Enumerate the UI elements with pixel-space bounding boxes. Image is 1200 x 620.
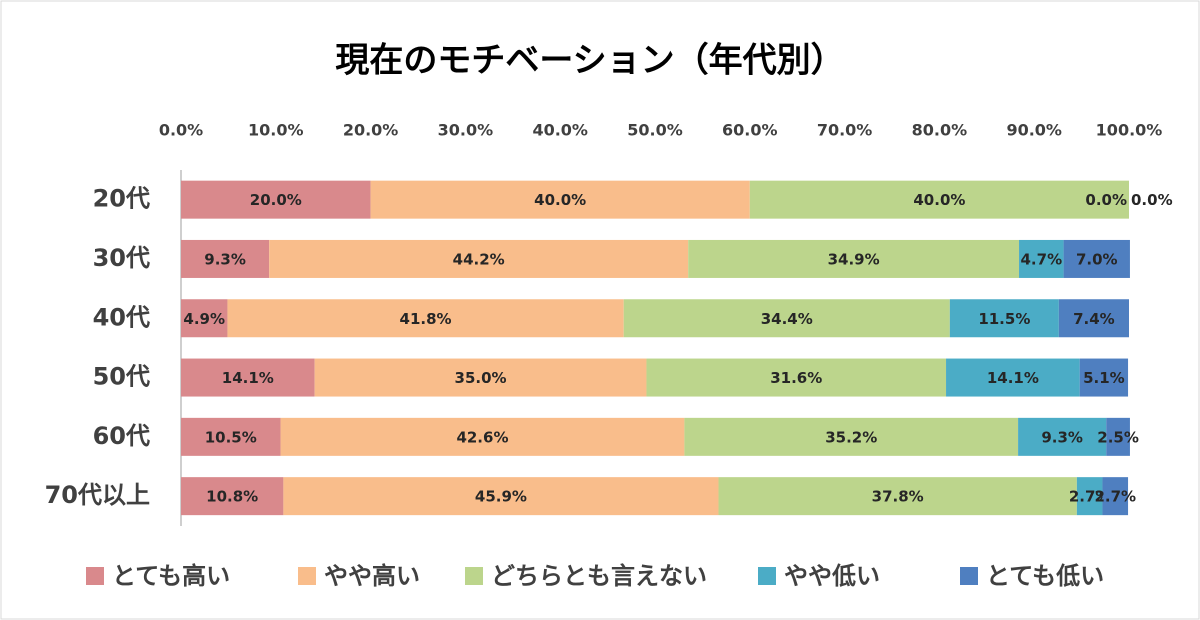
x-tick-label: 0.0% [159,121,203,140]
value-label: 35.2% [825,428,877,446]
bar-segment [684,417,1019,456]
value-label: 4.7% [1021,250,1063,268]
legend-swatch [86,567,104,585]
bar-segment [749,180,1129,219]
legend-label: やや高い [324,562,420,590]
bar-segment [718,477,1077,516]
bar-segment [181,477,284,516]
bar-segment [949,299,1059,338]
bar-segment [1019,239,1064,278]
value-label: 10.8% [206,488,258,506]
y-tick-label: 60代 [93,422,150,450]
value-label: 35.0% [455,369,507,387]
bar-segment [227,299,624,338]
value-label: 5.1% [1083,369,1125,387]
bar-segment [1018,417,1107,456]
value-label: 9.3% [204,250,246,268]
x-tick-label: 10.0% [248,121,304,140]
legend-label: どちらとも言えない [491,562,707,590]
value-label: 2.5% [1097,428,1139,446]
value-label: 37.8% [872,488,924,506]
x-tick-label: 80.0% [912,121,968,140]
value-label: 2.7% [1094,488,1136,506]
value-label: 7.4% [1073,310,1115,328]
value-label: 14.1% [987,369,1039,387]
x-tick-label: 100.0% [1096,121,1163,140]
bar-segment [646,358,947,397]
bar-segment [181,358,315,397]
chart-title: 現在のモチベーション（年代別） [335,41,844,81]
value-label: 31.6% [770,369,822,387]
bar-segment [280,417,685,456]
y-tick-label: 50代 [93,363,150,391]
x-tick-label: 20.0% [343,121,399,140]
x-tick-label: 30.0% [438,121,494,140]
value-label: 0.0% [1131,191,1173,209]
bar-segment [1079,358,1129,397]
x-tick-label: 40.0% [532,121,588,140]
value-label: 11.5% [978,310,1030,328]
value-label: 40.0% [913,191,965,209]
legend-label: とても高い [112,562,230,590]
bar-segment [946,358,1080,397]
legend-label: やや低い [784,562,880,590]
value-label: 20.0% [250,191,302,209]
bar-segment [1106,417,1130,456]
value-label: 34.4% [761,310,813,328]
bar-segment [1076,477,1103,516]
y-tick-label: 20代 [93,185,150,213]
legend-swatch [298,567,316,585]
bar-segment [1058,299,1129,338]
x-tick-label: 50.0% [627,121,683,140]
legend-swatch [758,567,776,585]
bar-segment [181,417,281,456]
y-tick-label: 40代 [93,303,150,331]
value-label: 45.9% [475,488,527,506]
legend-swatch [465,567,483,585]
value-label: 41.8% [400,310,452,328]
value-label: 44.2% [453,250,505,268]
y-tick-label: 70代以上 [45,481,150,509]
value-label: 40.0% [534,191,586,209]
x-tick-label: 60.0% [722,121,778,140]
bar-segment [1063,239,1130,278]
bar-segment [283,477,719,516]
bar-segment [181,180,371,219]
y-tick-label: 30代 [93,244,150,272]
value-label: 34.9% [828,250,880,268]
bar-segment [623,299,950,338]
value-label: 2.7% [1069,488,1111,506]
bar-segment [370,180,750,219]
value-label: 10.5% [205,428,257,446]
bar-segment [181,299,228,338]
value-label: 14.1% [222,369,274,387]
legend-swatch [960,567,978,585]
value-label: 0.0% [1085,191,1127,209]
bar-segment [688,239,1020,278]
bar-segment [181,239,270,278]
value-label: 4.9% [183,310,225,328]
legend-label: とても低い [986,562,1104,590]
value-label: 7.0% [1076,250,1118,268]
value-label: 9.3% [1041,428,1083,446]
bar-segment [1102,477,1129,516]
x-tick-label: 70.0% [817,121,873,140]
value-label: 42.6% [456,428,508,446]
x-tick-label: 90.0% [1006,121,1062,140]
bar-segment [314,358,647,397]
bar-segment [269,239,689,278]
